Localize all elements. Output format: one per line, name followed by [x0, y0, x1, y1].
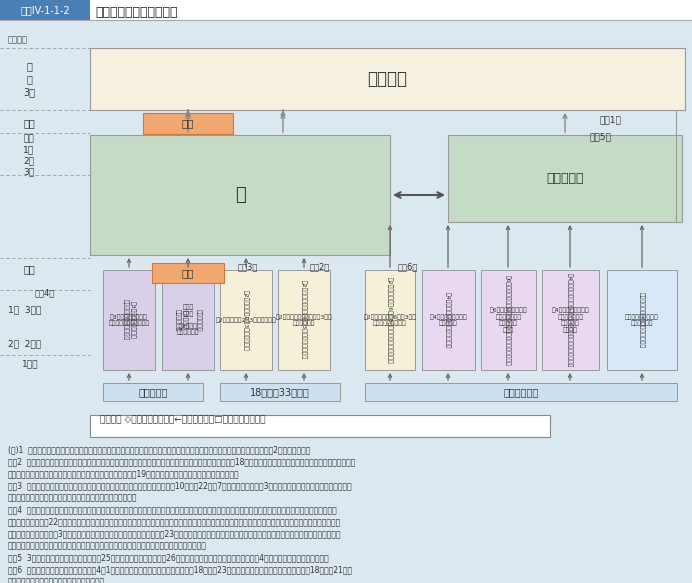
- Bar: [220, 383, 340, 401]
- Bar: [220, 270, 272, 370]
- Text: （4年・卒業後曹長）
防衛医科大学校
医学教育部
看護学科: （4年・卒業後曹長） 防衛医科大学校 医学教育部 看護学科: [552, 307, 590, 332]
- Text: 准尉: 准尉: [182, 118, 194, 128]
- Text: （4年・卒業後曹長）防衛医科大学校医学教育部看護学科: （4年・卒業後曹長）防衛医科大学校医学教育部看護学科: [567, 273, 573, 367]
- Text: 高等学校など: 高等学校など: [503, 387, 538, 397]
- Text: 士長: 士長: [23, 264, 35, 274]
- Text: 幹　　部: 幹 部: [367, 70, 408, 88]
- Text: 曹長
1曹
2曹
3曹: 曹長 1曹 2曹 3曹: [24, 134, 35, 176]
- Text: 曹: 曹: [235, 186, 246, 204]
- Bar: [542, 270, 599, 370]
- Text: （注1）: （注1）: [600, 115, 622, 125]
- Text: 18歳以上33歳未満: 18歳以上33歳未満: [250, 387, 310, 397]
- Bar: [0, 0, 90, 20]
- Text: （4年・卒業後曹長）防衛大学校: （4年・卒業後曹長）防衛大学校: [445, 292, 450, 348]
- Text: （注5）: （注5）: [590, 132, 612, 141]
- Text: （注6）: （注6）: [398, 262, 418, 271]
- Text: （3年・卒業後士長）
陸上自衛隊高等工科学校: （3年・卒業後士長） 陸上自衛隊高等工科学校: [122, 300, 135, 340]
- Text: (注)1  医科・歯科・薬剤幹部候補生については、医師・歯科医師・薬剤師国家試験に合格し、所定の教育訓練を修了すれば、2尉に昇任する。: (注)1 医科・歯科・薬剤幹部候補生については、医師・歯科医師・薬剤師国家試験に…: [8, 445, 311, 454]
- Bar: [365, 383, 677, 401]
- Text: （2士で任用・2、3年を一任期）: （2士で任用・2、3年を一任期）: [216, 317, 276, 323]
- Text: （2士で採用・選考により3曹）
一般曹候補生: （2士で採用・選考により3曹） 一般曹候補生: [275, 314, 332, 326]
- Text: 1年生: 1年生: [21, 360, 38, 368]
- Text: 生徒課程終了時（3年制）には、高等学校卒業資格を取得する。平成23年度の採用から、従来の一般試験に加えて、中学校校長などの推薦を受けた者の: 生徒課程終了時（3年制）には、高等学校卒業資格を取得する。平成23年度の採用から…: [8, 529, 342, 538]
- Text: の制度を設けていたが、両制度を整理・一本化し、平成19年度から一般曹候補生として採用している。: の制度を設けていたが、両制度を整理・一本化し、平成19年度から一般曹候補生として…: [8, 469, 239, 478]
- Text: 〈階級〉: 〈階級〉: [8, 35, 28, 44]
- Text: （2士で任用・2、3年を一任期）: （2士で任用・2、3年を一任期）: [243, 290, 249, 350]
- Text: （3年・卒業後士長）
陸上自衛隊高等工科学校: （3年・卒業後士長） 陸上自衛隊高等工科学校: [109, 314, 149, 326]
- Text: 自衛官の任用制度の概要: 自衛官の任用制度の概要: [95, 6, 178, 19]
- Text: （6年・卒業後曹長）
防衛医科大学校
医学教育部
医学科: （6年・卒業後曹長） 防衛医科大学校 医学教育部 医学科: [490, 307, 527, 332]
- Text: （2士で採用・選考により3曹）一般曹候補生: （2士で採用・選考により3曹）一般曹候補生: [301, 280, 307, 360]
- Text: 将
〜
3尉: 将 〜 3尉: [23, 61, 35, 97]
- Text: 准尉: 准尉: [23, 118, 35, 128]
- Text: （2士で採用・約6年で3尉）航空学生（海・空）: （2士で採用・約6年で3尉）航空学生（海・空）: [388, 276, 393, 363]
- Text: 成する。平成22年度の採用から、自衛官の身分ではなく、定員外の新たな身分である「生徒」に変更した。新たな生徒についても、通信教育などにより: 成する。平成22年度の採用から、自衛官の身分ではなく、定員外の新たな身分である「…: [8, 517, 341, 526]
- Text: （2士で採用・約6年で3尉）
航空学生（海・空）: （2士で採用・約6年で3尉） 航空学生（海・空）: [363, 314, 417, 326]
- Text: 2士  2年生: 2士 2年生: [8, 339, 42, 349]
- Bar: [481, 270, 536, 370]
- Bar: [365, 270, 415, 370]
- Text: 3  自衛官候補生については、任期制自衛官の初期教育を充実させるため、10（平成22）年7月から、入隊当初の3か月間を非自衛官化して、定員外の防衛: 3 自衛官候補生については、任期制自衛官の初期教育を充実させるため、10（平成2…: [8, 481, 352, 490]
- Bar: [90, 135, 390, 255]
- Text: 任期制自衛官

【3月間】
自衛官候補生: 任期制自衛官 【3月間】 自衛官候補生: [175, 309, 201, 331]
- Text: （4年・卒業後曹長）
防衛大学校: （4年・卒業後曹長） 防衛大学校: [430, 314, 467, 326]
- Bar: [607, 270, 677, 370]
- Text: 省職員とし、基礎的教育訓練に専従させることとした。: 省職員とし、基礎的教育訓練に専従させることとした。: [8, 493, 138, 502]
- Bar: [103, 383, 203, 401]
- Bar: [448, 135, 682, 222]
- Bar: [90, 48, 685, 110]
- Bar: [103, 270, 155, 370]
- Text: 図表IV-1-1-2: 図表IV-1-1-2: [20, 5, 70, 15]
- Text: 任期制
自衛官

【3月間】
自衛官候補生: 任期制 自衛官 【3月間】 自衛官候補生: [176, 304, 199, 335]
- Text: （6年・卒業後曹長）防衛医科大学校医学教育部医学科: （6年・卒業後曹長）防衛医科大学校医学教育部医学科: [505, 275, 511, 366]
- Bar: [152, 263, 224, 283]
- Text: 幹部候補生: 幹部候補生: [546, 172, 584, 185]
- Bar: [278, 270, 330, 370]
- Text: 4  陸上自衛隊等工科学校については、将来、陸上自衛隊において装備品を整備・運用するとともに、国際社会においても対応できる自衛官となる者を養: 4 陸上自衛隊等工科学校については、将来、陸上自衛隊において装備品を整備・運用す…: [8, 505, 337, 514]
- Text: 5  3年制の看護学生については、平成25年度をもって終了し、平成26年度より、防衛医科大学校医学教育部に4年制の看護学科が新設された。: 5 3年制の看護学生については、平成25年度をもって終了し、平成26年度より、防…: [8, 553, 329, 562]
- Text: （資費学生を含む）
一般大学など: （資費学生を含む） 一般大学など: [625, 314, 659, 326]
- Text: （注2）: （注2）: [310, 262, 330, 271]
- Text: 満の者を航空学生として採用している。: 満の者を航空学生として採用している。: [8, 577, 105, 583]
- Text: 1士  3年生: 1士 3年生: [8, 305, 42, 314]
- Text: 2  一般曹候補生については、最初から定年制の「曹」に昇任する前提で採用される「士」のこと。平成18年度まで「一般曹候補学生」及び「曹候補士」の二つ: 2 一般曹候補生については、最初から定年制の「曹」に昇任する前提で採用される「士…: [8, 457, 356, 466]
- Text: 【凡例】 ◇：試験又は選考　←：採用試験　□：課程修了後任命: 【凡例】 ◇：試験又は選考 ←：採用試験 □：課程修了後任命: [100, 415, 266, 424]
- Bar: [90, 415, 550, 437]
- Text: （注4）: （注4）: [35, 289, 55, 297]
- Text: 中から、陸上自衛隊高等工科学校生徒として相応しい者を選抜する推薦制度を導入した。: 中から、陸上自衛隊高等工科学校生徒として相応しい者を選抜する推薦制度を導入した。: [8, 541, 207, 550]
- Bar: [143, 113, 233, 134]
- Text: 士長: 士長: [182, 268, 194, 278]
- Bar: [162, 270, 214, 370]
- Text: （資費学生を含む）一般大学など: （資費学生を含む）一般大学など: [639, 292, 645, 348]
- Bar: [0, 0, 692, 20]
- Bar: [422, 270, 475, 370]
- Text: （注3）: （注3）: [238, 262, 258, 271]
- Text: 6  航空学生については、採用年度の4月1日において、海上自衛隊にあっては年齢18歳以上23歳未満の者、航空自衛隊にあっては年齢18歳以上21歳未: 6 航空学生については、採用年度の4月1日において、海上自衛隊にあっては年齢18…: [8, 565, 352, 574]
- Text: 中学校など: 中学校など: [138, 387, 167, 397]
